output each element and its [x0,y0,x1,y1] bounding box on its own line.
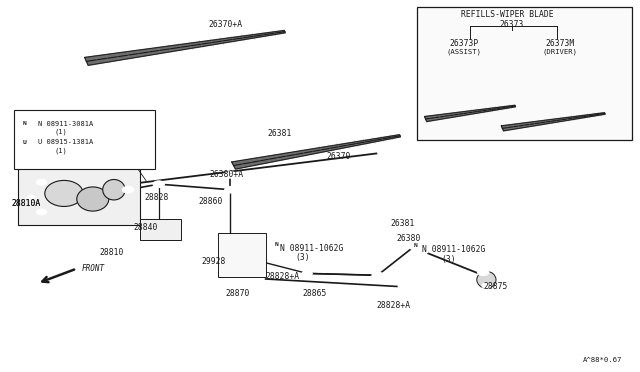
Text: (ASSIST): (ASSIST) [447,49,481,55]
Ellipse shape [45,180,83,206]
Text: 26381: 26381 [268,129,292,138]
Text: 28810: 28810 [99,248,124,257]
Circle shape [474,289,483,295]
Text: 26380+A: 26380+A [210,170,244,179]
Circle shape [408,241,424,250]
Circle shape [17,138,32,147]
Text: 28810A: 28810A [12,199,41,208]
Circle shape [122,186,134,193]
Text: 26373P: 26373P [449,39,479,48]
Text: 28828: 28828 [144,193,168,202]
Text: N 08911-1062G: N 08911-1062G [422,246,486,254]
Text: N 08911-3081A: N 08911-3081A [38,121,93,126]
Circle shape [378,149,390,156]
Text: 28865: 28865 [302,289,326,298]
Polygon shape [501,113,605,131]
Text: 26373: 26373 [500,20,524,29]
FancyBboxPatch shape [140,219,181,240]
Text: 26373M: 26373M [545,39,575,48]
Circle shape [225,171,236,178]
Text: FRONT: FRONT [82,264,105,273]
Text: A^88*0.67: A^88*0.67 [582,357,622,363]
Circle shape [417,237,428,243]
Ellipse shape [477,272,496,288]
Circle shape [482,283,491,288]
Text: 28840: 28840 [133,223,157,232]
Circle shape [269,240,284,249]
FancyBboxPatch shape [417,7,632,140]
Circle shape [477,269,489,276]
FancyBboxPatch shape [14,110,155,169]
Circle shape [36,179,47,185]
Ellipse shape [102,179,125,200]
Text: 29928: 29928 [202,257,226,266]
Circle shape [248,138,261,146]
Polygon shape [84,31,285,65]
FancyBboxPatch shape [18,164,140,225]
Text: N: N [414,243,418,248]
Text: 26370: 26370 [326,152,351,161]
Text: 28810A: 28810A [12,199,41,208]
Text: 28875: 28875 [483,282,508,291]
Text: (3): (3) [442,255,456,264]
Text: 28828+A: 28828+A [266,272,300,280]
Circle shape [417,248,428,254]
Circle shape [36,209,47,215]
Text: 26380: 26380 [397,234,421,243]
Text: 26370+A: 26370+A [208,20,242,29]
Circle shape [27,195,35,199]
Polygon shape [424,105,516,122]
Text: REFILLS-WIPER BLADE: REFILLS-WIPER BLADE [461,10,554,19]
Circle shape [302,270,312,276]
Circle shape [153,181,164,187]
Text: N: N [22,121,26,126]
Circle shape [225,186,236,193]
FancyBboxPatch shape [218,232,266,277]
Text: 28828+A: 28828+A [376,301,410,310]
Ellipse shape [77,187,109,211]
Circle shape [372,272,383,279]
Text: N 08911-1062G: N 08911-1062G [280,244,344,253]
Text: (1): (1) [54,147,67,154]
Circle shape [17,119,32,128]
Text: (1): (1) [54,129,67,135]
Text: 28870: 28870 [226,289,250,298]
Text: (DRIVER): (DRIVER) [543,49,577,55]
Text: 26381: 26381 [390,219,415,228]
Text: 28860: 28860 [198,197,223,206]
Polygon shape [232,135,401,169]
Text: (3): (3) [296,253,310,262]
Text: N: N [275,242,278,247]
Text: U 08915-1381A: U 08915-1381A [38,139,93,145]
Text: U: U [22,140,26,145]
